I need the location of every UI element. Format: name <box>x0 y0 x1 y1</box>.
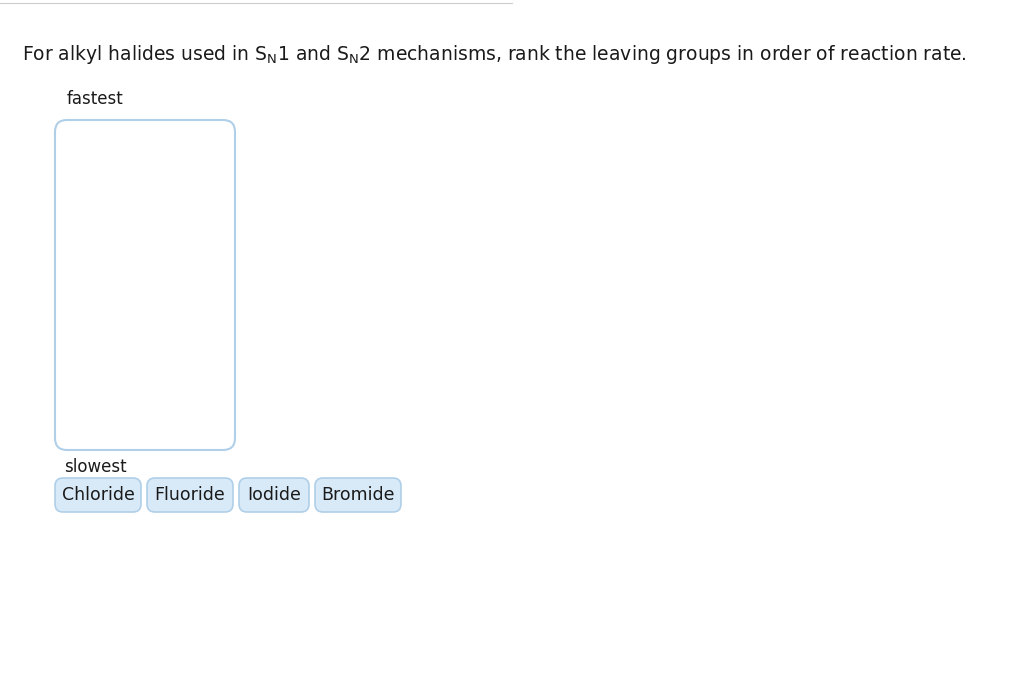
Text: Iodide: Iodide <box>247 486 301 504</box>
FancyBboxPatch shape <box>239 478 309 512</box>
FancyBboxPatch shape <box>55 478 141 512</box>
Text: Chloride: Chloride <box>61 486 134 504</box>
Text: Fluoride: Fluoride <box>155 486 225 504</box>
FancyBboxPatch shape <box>315 478 401 512</box>
Text: slowest: slowest <box>63 458 126 476</box>
FancyBboxPatch shape <box>147 478 233 512</box>
Text: fastest: fastest <box>67 90 123 108</box>
Text: Bromide: Bromide <box>322 486 394 504</box>
FancyBboxPatch shape <box>55 120 234 450</box>
Text: For alkyl halides used in $\mathregular{S_N}$1 and $\mathregular{S_N}$2 mechanis: For alkyl halides used in $\mathregular{… <box>22 43 967 66</box>
